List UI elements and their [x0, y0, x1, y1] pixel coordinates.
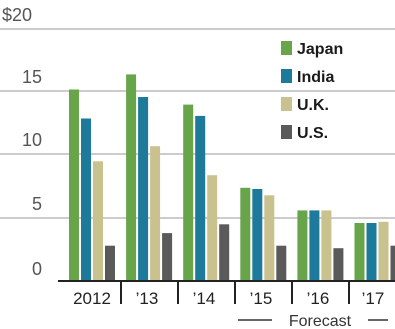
y-tick-label: 15 — [22, 67, 42, 87]
x-tick-label: ’16 — [307, 289, 330, 308]
bar-uk-1 — [150, 146, 161, 281]
y-tick-label: 5 — [32, 194, 42, 214]
bar-india-3 — [252, 189, 263, 281]
legend-swatch-japan — [281, 41, 292, 55]
x-tick-label: ’13 — [136, 289, 159, 308]
bar-uk-3 — [264, 195, 275, 281]
bar-india-5 — [366, 223, 377, 281]
bar-india-2 — [195, 115, 206, 282]
bar-india-4 — [309, 210, 320, 281]
bar-us-2 — [219, 224, 230, 281]
bar-us-3 — [276, 245, 287, 281]
legend-label-us: U.S. — [297, 125, 328, 142]
x-axis-separators — [120, 282, 350, 304]
legend-swatch-uk — [281, 97, 292, 111]
bar-japan-1 — [126, 74, 137, 282]
bar-japan-0 — [69, 89, 79, 281]
bar-uk-2 — [207, 175, 218, 281]
bar-japan-2 — [183, 104, 194, 281]
bar-us-5 — [390, 245, 395, 281]
bars-group — [69, 74, 395, 282]
legend-label-india: India — [297, 69, 334, 86]
bar-india-0 — [81, 118, 91, 281]
legend: Japan India U.K. U.S. — [281, 41, 343, 142]
y-tick-label: $20 — [2, 5, 32, 25]
x-tick-label: 2012 — [73, 289, 111, 308]
y-tick-label: 10 — [22, 130, 42, 150]
legend-swatch-india — [281, 69, 292, 83]
legend-label-japan: Japan — [297, 41, 343, 58]
bar-us-4 — [333, 248, 344, 281]
y-tick-label: 0 — [32, 259, 42, 279]
bar-japan-5 — [354, 223, 365, 281]
legend-label-uk: U.K. — [297, 97, 329, 114]
bar-uk-0 — [93, 161, 103, 281]
bar-japan-4 — [297, 210, 308, 281]
bar-us-1 — [162, 233, 173, 281]
x-axis-labels: 2012 ’13 ’14 ’15 ’16 ’17 — [73, 289, 384, 308]
forecast-annotation: Forecast — [238, 313, 388, 329]
bar-japan-3 — [240, 187, 251, 281]
forecast-label: Forecast — [289, 313, 352, 329]
bar-uk-5 — [378, 221, 389, 281]
x-tick-label: ’14 — [193, 289, 216, 308]
x-tick-label: ’17 — [362, 289, 385, 308]
bar-us-0 — [105, 245, 115, 281]
legend-swatch-us — [281, 125, 292, 139]
bar-uk-4 — [321, 210, 332, 281]
bar-india-1 — [138, 97, 149, 281]
x-tick-label: ’15 — [250, 289, 273, 308]
y-axis-labels: $20 15 10 5 0 — [2, 5, 42, 279]
